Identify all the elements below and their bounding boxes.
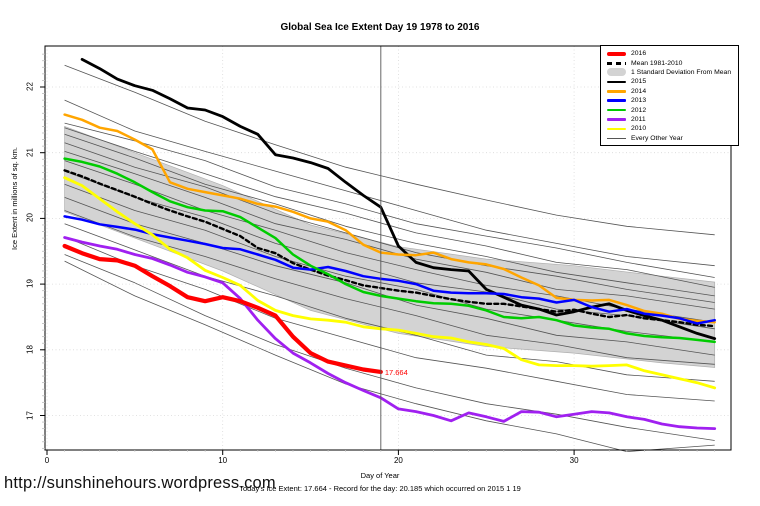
plot-border	[44, 45, 732, 451]
y-axis-label: Ice Extent in millions of sq. km.	[10, 147, 19, 250]
legend-item: 2011	[601, 115, 738, 124]
site-url-link[interactable]: http://sunshinehours.wordpress.com	[4, 474, 276, 492]
legend-swatch-band	[607, 68, 626, 77]
x-tick-label: 0	[44, 456, 50, 465]
current-value-annotation: 17.664	[384, 367, 408, 377]
legend-box: 2016 Mean 1981-2010 1 Standard Deviation F…	[600, 45, 739, 146]
legend-label: 2010	[631, 125, 647, 133]
legend-swatch-line	[607, 99, 626, 102]
legend-label: 2016	[631, 50, 647, 58]
legend-swatch-line	[607, 108, 626, 112]
y-tick-label: 19	[25, 279, 35, 289]
legend-label: 2013	[631, 97, 647, 105]
x-tick-label: 10	[218, 456, 228, 465]
x-tick-label: 30	[569, 456, 579, 465]
std-dev-band	[64, 125, 716, 368]
y-tick-label: 18	[25, 344, 35, 354]
swatch-shape	[607, 137, 626, 139]
swatch-shape	[607, 118, 626, 121]
legend-item: 2015	[601, 77, 738, 86]
y-tick-label: 17	[25, 410, 35, 420]
legend-item: Mean 1981-2010	[601, 58, 738, 67]
legend-label: 2012	[631, 106, 647, 114]
swatch-shape	[607, 80, 626, 84]
series-2011	[63, 236, 717, 431]
legend-label: 1 Standard Deviation From Mean	[631, 68, 732, 76]
chart-title: Global Sea Ice Extent Day 19 1978 to 201…	[280, 22, 480, 33]
legend-item: Every Other Year	[601, 134, 738, 143]
swatch-shape	[607, 108, 626, 112]
legend-swatch-dashed-line	[607, 61, 626, 65]
legend-swatch-thick-line	[607, 51, 626, 56]
legend-item: 2010	[601, 124, 738, 133]
legend-swatch-line	[607, 80, 626, 84]
swatch-shape	[607, 51, 626, 56]
legend-label: 2015	[631, 78, 647, 86]
swatch-shape	[607, 99, 626, 102]
y-tick-label: 21	[25, 147, 35, 157]
y-tick-label: 20	[25, 213, 35, 223]
legend-label: 2014	[631, 87, 647, 95]
legend-item: 2013	[601, 96, 738, 105]
swatch-shape	[607, 68, 626, 77]
y-tick-label: 22	[25, 82, 35, 91]
legend-label: 2011	[631, 115, 646, 123]
swatch-shape	[607, 127, 626, 131]
series-2010	[63, 176, 717, 390]
swatch-shape	[607, 89, 626, 93]
legend-item: 2014	[601, 87, 738, 96]
swatch-shape	[607, 61, 626, 65]
series-2012	[63, 157, 716, 344]
legend-swatch-line	[607, 127, 626, 131]
x-axis-label: Day of Year	[360, 471, 400, 480]
legend-item: 1 Standard Deviation From Mean	[601, 68, 738, 77]
legend-item: 2016	[601, 49, 738, 58]
series-2014	[63, 113, 716, 324]
x-tick-label: 20	[393, 456, 403, 465]
legend-item: 2012	[601, 105, 738, 114]
series-2015	[80, 58, 717, 341]
legend-label: Every Other Year	[631, 134, 683, 142]
series-2013	[63, 215, 716, 325]
series-2016	[62, 243, 383, 374]
legend-swatch-thin-line	[607, 137, 626, 139]
legend-swatch-line	[607, 89, 626, 93]
legend-label: Mean 1981-2010	[631, 59, 683, 67]
series-mean-1981-2010	[63, 169, 716, 328]
legend-swatch-line	[607, 118, 626, 121]
summary-text: Today's Ice Extent: 17.664 - Record for …	[239, 484, 521, 493]
